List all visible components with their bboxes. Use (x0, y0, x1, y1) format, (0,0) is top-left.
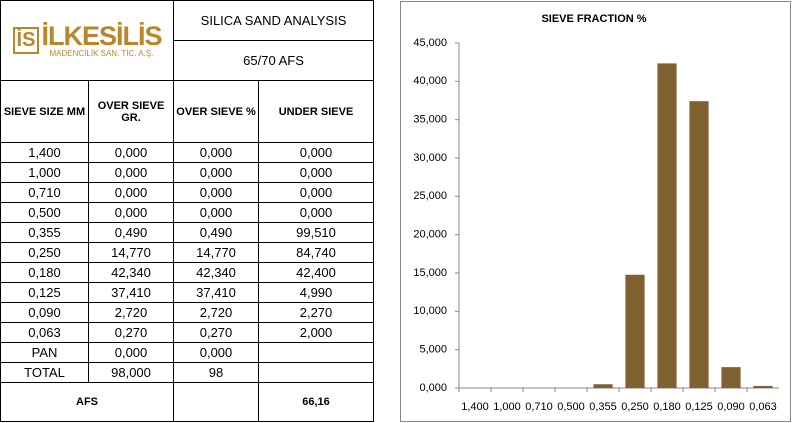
cell: 0,500 (0, 202, 89, 223)
analysis-table: İS İLKESİLİS MADENCİLİK SAN. TİC. A.Ş. S… (0, 0, 375, 422)
logo: İS İLKESİLİS MADENCİLİK SAN. TİC. A.Ş. (3, 23, 171, 58)
cell: 14,770 (173, 242, 260, 263)
footer-label: AFS (0, 382, 175, 422)
x-tick-label: 0,180 (653, 401, 681, 413)
data-row: PAN 0,000 0,000 (0, 342, 375, 363)
cell: 2,270 (258, 302, 375, 323)
x-tick-label: 1,000 (493, 401, 521, 413)
footer-row: AFS 66,16 (0, 382, 375, 422)
footer-value: 66,16 (258, 382, 375, 422)
table-body: İS İLKESİLİS MADENCİLİK SAN. TİC. A.Ş. S… (0, 0, 375, 422)
y-tick-label: 15,000 (413, 267, 447, 279)
y-tick-label: 30,000 (413, 152, 447, 164)
data-row: 0,180 42,340 42,340 42,400 (0, 262, 375, 283)
y-tick-label: 45,000 (413, 37, 447, 49)
cell: TOTAL (0, 362, 89, 383)
bar (753, 385, 773, 388)
cell: 0,000 (87, 202, 175, 223)
logo-text: İLKESİLİS MADENCİLİK SAN. TİC. A.Ş. (41, 21, 162, 59)
y-tick-label: 25,000 (413, 190, 447, 202)
x-tick-label: 0,063 (749, 401, 777, 413)
chart-title: SIEVE FRACTION % (541, 13, 646, 25)
y-tick-label: 10,000 (413, 305, 447, 317)
data-row: TOTAL 98,000 98 (0, 362, 375, 383)
header-cell: SIEVE SIZE MM (0, 80, 89, 143)
bar (625, 274, 645, 388)
logo-tagline: MADENCİLİK SAN. TİC. A.Ş. (49, 49, 154, 58)
cell: 42,340 (87, 262, 175, 283)
data-row: 0,063 0,270 0,270 2,000 (0, 322, 375, 343)
y-tick-label: 35,000 (413, 114, 447, 126)
logo-icon: İS (12, 27, 40, 54)
header-cell: OVER SIEVE GR. (87, 80, 175, 143)
cell: 98,000 (87, 362, 175, 383)
empty-cell (173, 382, 260, 422)
bar (657, 63, 677, 388)
y-tick-label: 5,000 (419, 344, 447, 356)
y-tick-label: 20,000 (413, 229, 447, 241)
cell: 1,000 (0, 162, 89, 183)
data-row: 0,125 37,410 37,410 4,990 (0, 282, 375, 303)
data-row: 0,250 14,770 14,770 84,740 (0, 242, 375, 263)
data-row: 0,090 2,720 2,720 2,270 (0, 302, 375, 323)
data-row: 0,710 0,000 0,000 0,000 (0, 182, 375, 203)
y-tick-label: 0,000 (419, 382, 447, 394)
data-row: 1,000 0,000 0,000 0,000 (0, 162, 375, 183)
header-cell: UNDER SIEVE (258, 80, 375, 143)
x-tick-label: 0,710 (525, 401, 553, 413)
data-row: 1,400 0,000 0,000 0,000 (0, 142, 375, 163)
x-tick-label: 1,400 (461, 401, 489, 413)
bar (721, 367, 741, 388)
header-cell: OVER SIEVE % (173, 80, 260, 143)
x-tick-label: 0,125 (685, 401, 713, 413)
logo-name: İLKESİLİS (41, 21, 162, 51)
x-tick-label: 0,500 (557, 401, 585, 413)
bar (593, 384, 613, 388)
table-title: SILICA SAND ANALYSIS (173, 0, 375, 41)
x-tick-label: 0,355 (589, 401, 617, 413)
cell: 0,000 (87, 182, 175, 203)
logo-cell: İS İLKESİLİS MADENCİLİK SAN. TİC. A.Ş. (0, 0, 175, 81)
x-tick-label: 0,250 (621, 401, 649, 413)
header-row: SIEVE SIZE MM OVER SIEVE GR. OVER SIEVE % U… (0, 80, 375, 143)
chart-frame (400, 1, 791, 422)
title-row: İS İLKESİLİS MADENCİLİK SAN. TİC. A.Ş. S… (0, 0, 375, 81)
cell: 2,720 (87, 302, 175, 323)
cell: 4,990 (258, 282, 375, 303)
cell: 0,000 (173, 182, 260, 203)
cell: 0,180 (0, 262, 89, 283)
y-tick-label: 40,000 (413, 75, 447, 87)
bar (689, 101, 709, 388)
x-tick-label: 0,090 (717, 401, 745, 413)
cell: 0,270 (173, 322, 260, 343)
